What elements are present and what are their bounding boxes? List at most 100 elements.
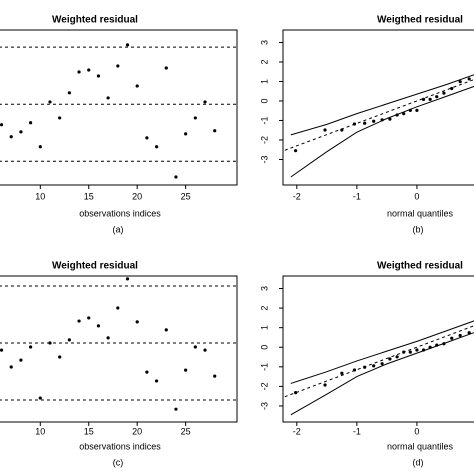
point <box>408 108 412 112</box>
point <box>372 364 376 368</box>
x-axis-label: observations indices <box>79 208 161 218</box>
point <box>363 365 367 369</box>
point <box>388 117 392 121</box>
y-tick-label: 3 <box>259 286 269 291</box>
plot-box <box>282 275 474 423</box>
point <box>67 91 71 95</box>
plot-box <box>0 29 238 186</box>
panel-title: Weigthed residual <box>377 15 463 26</box>
y-tick-label: 3 <box>259 40 269 45</box>
point <box>421 348 426 352</box>
plot-box <box>282 29 474 186</box>
point <box>164 328 168 332</box>
point <box>467 77 471 81</box>
point <box>435 95 439 99</box>
y-tick-label: -3 <box>259 155 269 163</box>
y-tick-label: 2 <box>259 59 269 64</box>
point <box>467 331 471 335</box>
point <box>96 324 101 328</box>
point <box>38 145 42 149</box>
x-tick-label: 20 <box>132 426 142 436</box>
y-tick-label: -2 <box>259 136 269 144</box>
x-tick-label: 25 <box>181 191 191 201</box>
point <box>203 100 207 104</box>
point <box>203 348 207 352</box>
plot-box <box>0 275 238 423</box>
x-tick-label: -1 <box>353 191 361 201</box>
point <box>395 113 399 117</box>
x-tick-label: -1 <box>353 426 361 436</box>
point <box>19 130 23 134</box>
point <box>125 43 130 47</box>
point <box>145 370 149 374</box>
point <box>116 306 120 310</box>
point <box>402 350 406 354</box>
point <box>442 91 446 95</box>
point <box>154 145 159 149</box>
point <box>58 116 62 120</box>
point <box>408 350 412 354</box>
point <box>116 64 120 68</box>
point <box>380 362 384 366</box>
point <box>213 374 217 378</box>
point <box>294 149 298 153</box>
point <box>29 345 33 349</box>
point <box>340 128 344 132</box>
point <box>67 338 71 342</box>
point <box>352 122 357 126</box>
envelope-line <box>290 332 474 416</box>
y-tick-label: 2 <box>259 306 269 311</box>
x-axis-label: normal quantiles <box>387 441 454 451</box>
point <box>87 68 91 72</box>
panel-title: Weighted residual <box>52 261 138 272</box>
point <box>402 112 406 116</box>
y-tick-label: -3 <box>259 402 269 410</box>
point <box>184 368 188 372</box>
point <box>135 84 139 88</box>
x-tick-label: 0 <box>414 191 419 201</box>
point <box>193 345 197 349</box>
x-tick-label: 10 <box>35 191 45 201</box>
point <box>450 336 454 340</box>
point <box>435 343 439 347</box>
panel-caption: (b) <box>413 224 424 234</box>
point <box>442 342 446 346</box>
y-tick-label: 1 <box>259 325 269 330</box>
envelope-line <box>290 74 474 136</box>
point <box>38 396 42 400</box>
point <box>458 80 462 84</box>
point <box>415 348 419 352</box>
point <box>213 129 217 133</box>
envelope-line <box>290 320 474 384</box>
point <box>0 348 4 352</box>
point <box>458 333 462 338</box>
point <box>174 407 178 411</box>
x-tick-label: 15 <box>84 191 94 201</box>
y-tick-label: -2 <box>259 382 269 390</box>
panel-caption: (c) <box>113 457 124 467</box>
point <box>421 97 426 102</box>
x-axis-label: normal quantiles <box>387 208 454 218</box>
point <box>193 116 197 120</box>
point <box>428 345 432 349</box>
point <box>125 277 130 281</box>
x-tick-label: 10 <box>35 426 45 436</box>
x-tick-label: -2 <box>293 191 301 201</box>
point <box>428 97 432 102</box>
envelope-line <box>290 85 474 178</box>
panel-title: Weighted residual <box>52 15 138 26</box>
point <box>96 74 101 78</box>
point <box>19 358 23 362</box>
point <box>450 86 454 91</box>
x-tick-label: 25 <box>181 426 191 436</box>
x-tick-label: 20 <box>132 191 142 201</box>
point <box>323 383 327 387</box>
y-tick-label: 1 <box>259 79 269 84</box>
point <box>174 175 178 179</box>
point <box>395 355 399 359</box>
point <box>106 96 110 100</box>
point <box>380 118 384 122</box>
point <box>164 66 168 70</box>
point <box>0 123 4 127</box>
